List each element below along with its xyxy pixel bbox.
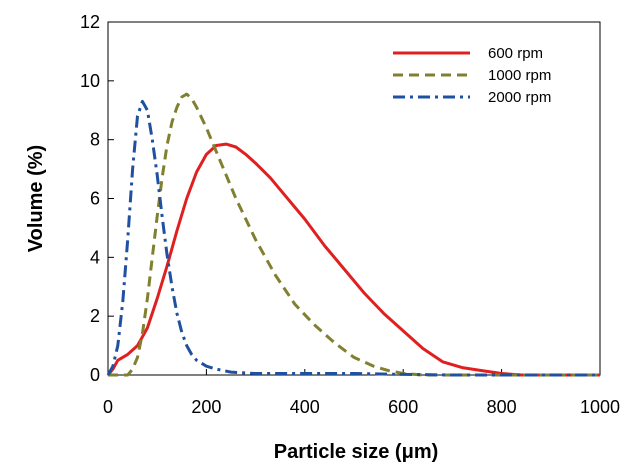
x-tick-label: 600: [388, 397, 418, 417]
x-axis-title: Particle size (μm): [274, 441, 439, 463]
y-tick-label: 6: [90, 189, 100, 209]
y-axis: 0 2 4 6 8 10 12: [80, 12, 114, 385]
y-tick-label: 12: [80, 12, 100, 32]
series-layer: [106, 92, 600, 377]
y-tick-label: 2: [90, 306, 100, 326]
legend-label: 1000 rpm: [488, 67, 551, 84]
y-tick-label: 10: [80, 71, 100, 91]
x-tick-label: 0: [103, 397, 113, 417]
x-axis: 0 200 400 600 800 1000: [103, 369, 620, 417]
series-line-600-rpm: [106, 142, 600, 377]
legend-label: 2000 rpm: [488, 89, 551, 106]
y-tick-label: 8: [90, 130, 100, 150]
x-tick-label: 200: [191, 397, 221, 417]
x-tick-label: 400: [290, 397, 320, 417]
x-tick-label: 1000: [580, 397, 620, 417]
y-axis-title: Volume (%): [25, 145, 47, 252]
x-tick-label: 800: [487, 397, 517, 417]
y-tick-label: 0: [90, 365, 100, 385]
legend: 600 rpm 1000 rpm 2000 rpm: [393, 45, 551, 106]
legend-label: 600 rpm: [488, 45, 543, 62]
series-line-2000-rpm: [106, 99, 600, 377]
y-tick-label: 4: [90, 247, 100, 267]
series-line-1000-rpm: [108, 92, 600, 377]
